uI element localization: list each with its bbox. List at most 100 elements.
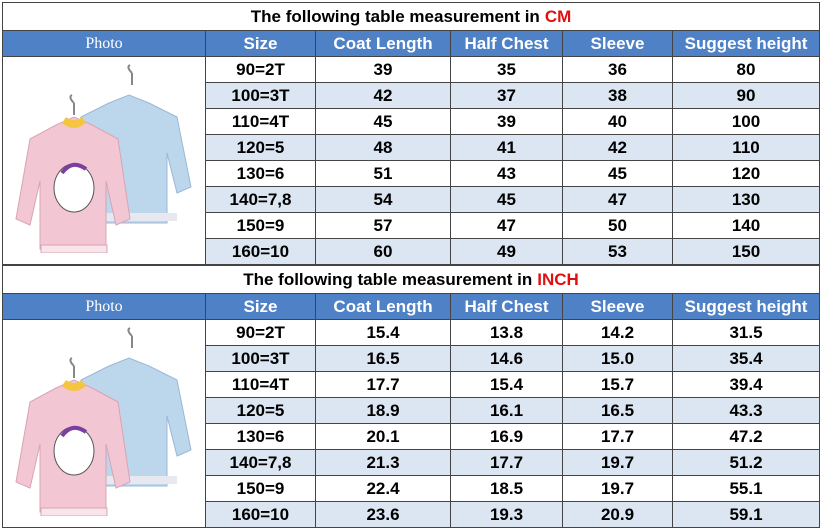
table-cell: 47 (562, 186, 673, 213)
table-cell: 17.7 (450, 449, 563, 476)
table-cell: 43 (450, 160, 563, 187)
table-cell: 20.9 (562, 501, 673, 528)
table-cell: 53 (562, 238, 673, 265)
table-cell: 13.8 (450, 319, 563, 346)
table-cell: 43.3 (671, 397, 821, 424)
column-header: Sleeve (562, 293, 673, 320)
column-header: Suggest height (671, 30, 821, 57)
data-row: 120=5 48 41 42 110 (3, 134, 821, 161)
table-cell: 47 (450, 212, 563, 239)
data-row: 110=4T 17.7 15.4 15.7 39.4 (3, 371, 821, 398)
data-row: 130=6 51 43 45 120 (3, 160, 821, 187)
table-cell: 42 (562, 134, 673, 161)
table-cell: 16.1 (450, 397, 563, 424)
table-cell: 36 (562, 56, 673, 83)
table-cell: 110=4T (205, 108, 316, 135)
table-cell: 120 (671, 160, 821, 187)
table-cell: 110 (671, 134, 821, 161)
photo-cell (2, 56, 206, 265)
data-row: 100=3T 42 37 38 90 (3, 82, 821, 109)
table-cell: 17.7 (315, 371, 451, 398)
table-cell: 140 (671, 212, 821, 239)
table-cell: 38 (562, 82, 673, 109)
table-cell: 18.5 (450, 475, 563, 502)
table-cell: 42 (315, 82, 451, 109)
table-cell: 160=10 (205, 501, 316, 528)
table-cell: 47.2 (671, 423, 821, 450)
table-cell: 14.2 (562, 319, 673, 346)
table-cell: 16.5 (315, 345, 451, 372)
table-cell: 15.7 (562, 371, 673, 398)
table-cell: 110=4T (205, 371, 316, 398)
table-cell: 150 (671, 238, 821, 265)
product-photo (15, 327, 192, 517)
data-row: 90=2T 15.4 13.8 14.2 31.5 (2, 319, 821, 528)
table-title: The following table measurement in CM (1, 2, 821, 31)
table-cell: 21.3 (315, 449, 451, 476)
data-row: 100=3T 16.5 14.6 15.0 35.4 (3, 345, 821, 372)
table-cell: 23.6 (315, 501, 451, 528)
table-cell: 14.6 (450, 345, 563, 372)
table-cell: 51 (315, 160, 451, 187)
table-cell: 59.1 (671, 501, 821, 528)
title-row: The following table measurement in INCH (1, 265, 821, 294)
table-cell: 51.2 (671, 449, 821, 476)
size-table: The following table measurement in CM Phot… (1, 2, 821, 265)
table-cell: 45 (562, 160, 673, 187)
header-row: Photo Size Coat Length Half Chest Sleeve Sugg… (2, 30, 821, 57)
table-cell: 49 (450, 238, 563, 265)
table-cell: 54 (315, 186, 451, 213)
table-cell: 39.4 (671, 371, 821, 398)
table-cell: 45 (315, 108, 451, 135)
table-cell: 57 (315, 212, 451, 239)
product-photo (15, 64, 192, 254)
table-cell: 19.3 (450, 501, 563, 528)
table-cell: 90 (671, 82, 821, 109)
table-cell: 100 (671, 108, 821, 135)
table-cell: 90=2T (205, 319, 316, 346)
column-header: Coat Length (315, 30, 451, 57)
table-cell: 39 (450, 108, 563, 135)
data-row: 160=10 23.6 19.3 20.9 59.1 (3, 501, 821, 528)
column-header: Size (205, 293, 316, 320)
data-row: 110=4T 45 39 40 100 (3, 108, 821, 135)
table-cell: 31.5 (671, 319, 821, 346)
table-cell: 50 (562, 212, 673, 239)
table-cell: 19.7 (562, 449, 673, 476)
title-unit: CM (544, 6, 572, 26)
table-cell: 16.9 (450, 423, 563, 450)
table-cell: 48 (315, 134, 451, 161)
table-cell: 150=9 (205, 212, 316, 239)
data-row: 140=7,8 54 45 47 130 (3, 186, 821, 213)
title-row: The following table measurement in CM (1, 2, 821, 31)
table-cell: 37 (450, 82, 563, 109)
data-row: 160=10 60 49 53 150 (3, 238, 821, 265)
column-header: Size (205, 30, 316, 57)
table-cell: 17.7 (562, 423, 673, 450)
data-row: 150=9 22.4 18.5 19.7 55.1 (3, 475, 821, 502)
table-cell: 55.1 (671, 475, 821, 502)
size-table: The following table measurement in INCH Ph… (1, 265, 821, 528)
column-header: Sleeve (562, 30, 673, 57)
table-cell: 80 (671, 56, 821, 83)
table-cell: 40 (562, 108, 673, 135)
table-cell: 160=10 (205, 238, 316, 265)
table-cell: 19.7 (562, 475, 673, 502)
data-row: 140=7,8 21.3 17.7 19.7 51.2 (3, 449, 821, 476)
table-cell: 100=3T (205, 82, 316, 109)
table-cell: 45 (450, 186, 563, 213)
table-cell: 140=7,8 (205, 449, 316, 476)
column-header: Coat Length (315, 293, 451, 320)
column-header: Photo (2, 30, 206, 57)
table-cell: 130=6 (205, 423, 316, 450)
table-cell: 22.4 (315, 475, 451, 502)
data-row: 90=2T 39 35 36 80 (2, 56, 821, 265)
table-cell: 140=7,8 (205, 186, 316, 213)
column-header: Suggest height (671, 293, 821, 320)
header-row: Photo Size Coat Length Half Chest Sleeve Sugg… (2, 293, 821, 320)
title-text: The following table measurement in (243, 269, 533, 289)
table-cell: 100=3T (205, 345, 316, 372)
table-cell: 18.9 (315, 397, 451, 424)
table-cell: 16.5 (562, 397, 673, 424)
